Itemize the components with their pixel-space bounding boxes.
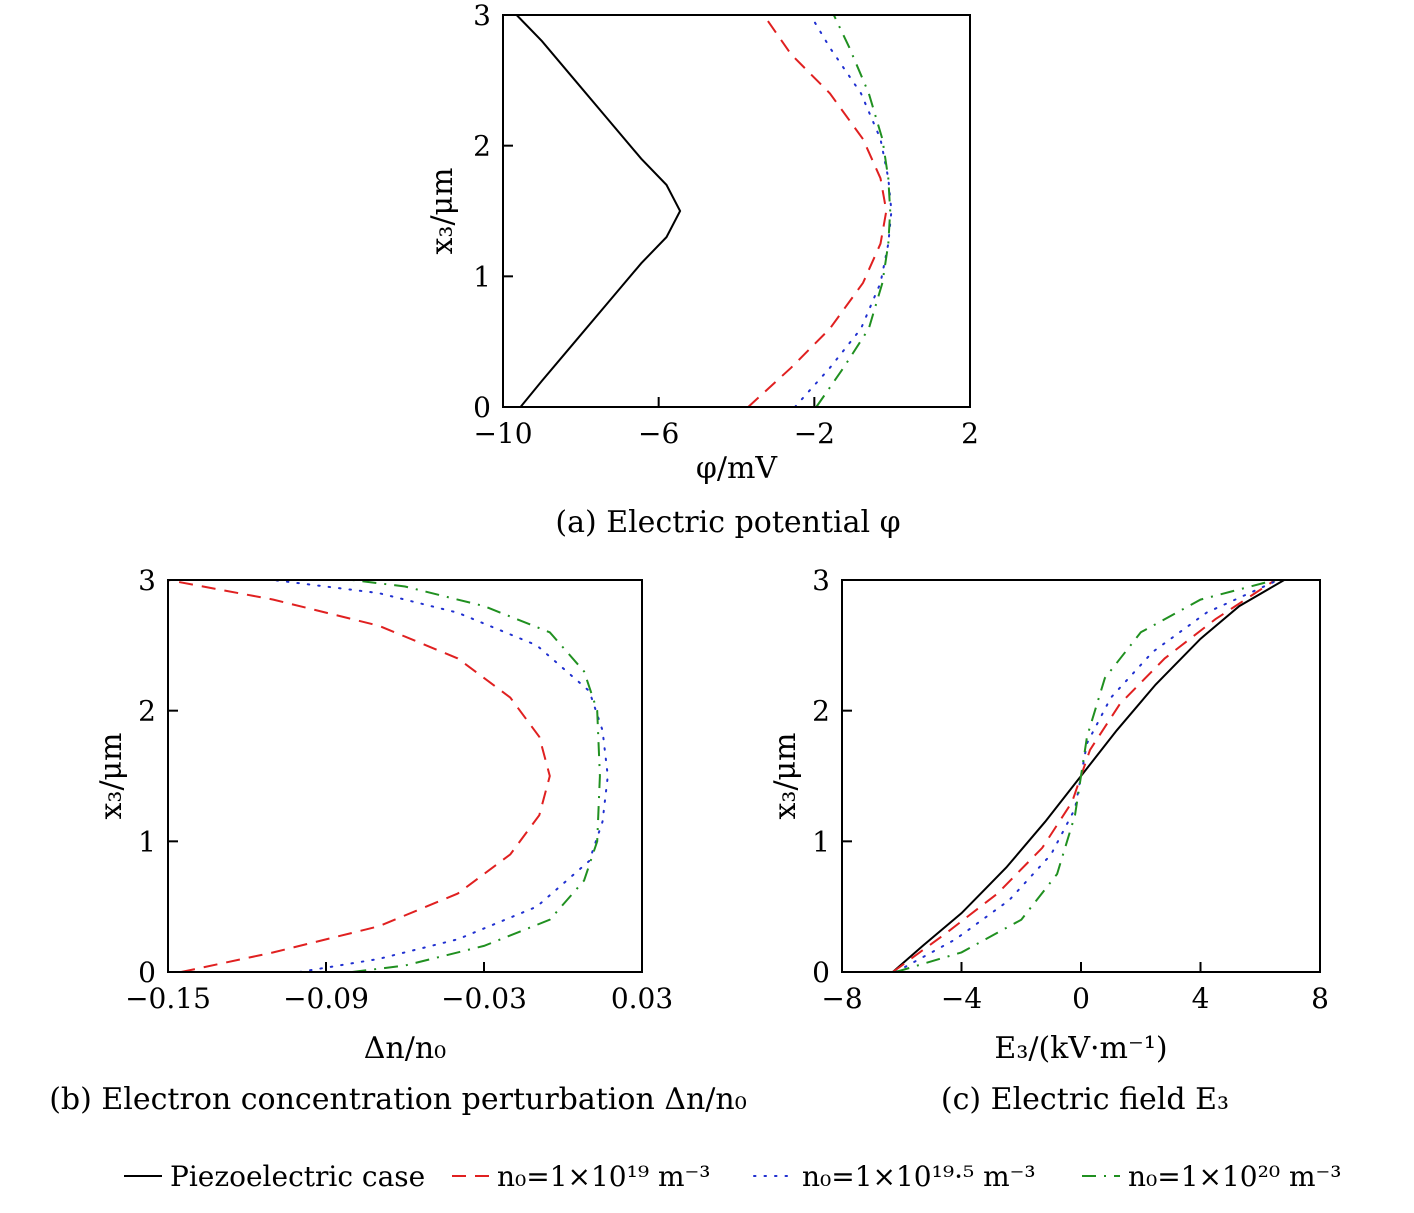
panel-caption: (c) Electric field E₃ <box>941 1082 1229 1117</box>
x-tick-label: 2 <box>961 417 979 450</box>
y-tick-label: 2 <box>812 695 830 728</box>
y-tick-label: 3 <box>138 564 156 597</box>
legend-label: Piezoelectric case <box>170 1160 425 1193</box>
x-axis-label: E₃/(kV·m⁻¹) <box>994 1031 1167 1066</box>
x-tick-label: 0 <box>1072 982 1090 1015</box>
legend-item: n₀=1×10²⁰ m⁻³ <box>1082 1160 1342 1193</box>
series-line <box>793 14 893 408</box>
series-line <box>747 14 888 408</box>
x-tick-label: −4 <box>941 982 982 1015</box>
legend-item: Piezoelectric case <box>124 1160 425 1193</box>
chart-panel-c: −8 −4 0 4 8 0 1 2 3 E₃/(kV·m⁻¹) x₃/μm (c) Electric … <box>768 564 1329 1117</box>
chart-panel-a: −10 −6 −2 2 0 1 2 3 φ/mV x₃/μm (a) Electric potent… <box>425 0 979 540</box>
y-tick-label: 1 <box>812 825 830 858</box>
series-line <box>894 579 1280 973</box>
y-tick-label: 1 <box>473 260 491 293</box>
x-axis-label: φ/mV <box>696 451 779 486</box>
panel-caption: (b) Electron concentration perturbation … <box>49 1082 747 1117</box>
x-tick-label: −10 <box>473 417 532 450</box>
y-tick-label: 3 <box>812 564 830 597</box>
y-tick-label: 0 <box>812 956 830 989</box>
series-line <box>272 579 609 973</box>
series-line <box>815 14 892 408</box>
y-axis-label: x₃/μm <box>94 733 129 820</box>
series-line <box>892 579 1285 973</box>
y-axis-label: x₃/μm <box>425 168 460 255</box>
series-line <box>515 14 682 408</box>
legend-label: n₀=1×10¹⁹ m⁻³ <box>497 1160 711 1193</box>
x-tick-label: −0.03 <box>441 982 527 1015</box>
legend: Piezoelectric case n₀=1×10¹⁹ m⁻³ n₀=1×10¹⁹… <box>124 1160 1342 1193</box>
y-tick-label: 1 <box>138 825 156 858</box>
legend-label: n₀=1×10¹⁹·⁵ m⁻³ <box>802 1160 1036 1193</box>
x-tick-label: −0.09 <box>283 982 369 1015</box>
x-tick-label: 8 <box>1311 982 1329 1015</box>
x-tick-label: 0.03 <box>611 982 673 1015</box>
x-axis-label: Δn/n₀ <box>364 1031 446 1066</box>
legend-item: n₀=1×10¹⁹·⁵ m⁻³ <box>753 1160 1036 1193</box>
y-tick-label: 0 <box>138 956 156 989</box>
y-tick-label: 3 <box>473 0 491 32</box>
plot-frame <box>167 579 643 973</box>
legend-label: n₀=1×10²⁰ m⁻³ <box>1128 1160 1342 1193</box>
x-tick-label: 4 <box>1192 982 1210 1015</box>
plot-frame <box>502 14 971 408</box>
legend-item: n₀=1×10¹⁹ m⁻³ <box>452 1160 711 1193</box>
series-line <box>352 579 601 973</box>
x-tick-label: −2 <box>794 417 835 450</box>
panel-caption: (a) Electric potential φ <box>555 505 900 540</box>
x-tick-label: −8 <box>821 982 862 1015</box>
series-line <box>167 579 551 973</box>
series-line <box>892 579 1276 973</box>
y-tick-label: 2 <box>473 130 491 163</box>
y-tick-label: 2 <box>138 695 156 728</box>
x-tick-label: −0.15 <box>125 982 211 1015</box>
chart-panel-b: −0.15 −0.09 −0.03 0.03 0 1 2 3 Δn/n₀ x₃/μm (b) Ele… <box>49 564 747 1117</box>
y-tick-label: 0 <box>473 391 491 424</box>
y-axis-label: x₃/μm <box>768 733 803 820</box>
series-line <box>895 579 1276 973</box>
x-tick-label: −6 <box>638 417 679 450</box>
